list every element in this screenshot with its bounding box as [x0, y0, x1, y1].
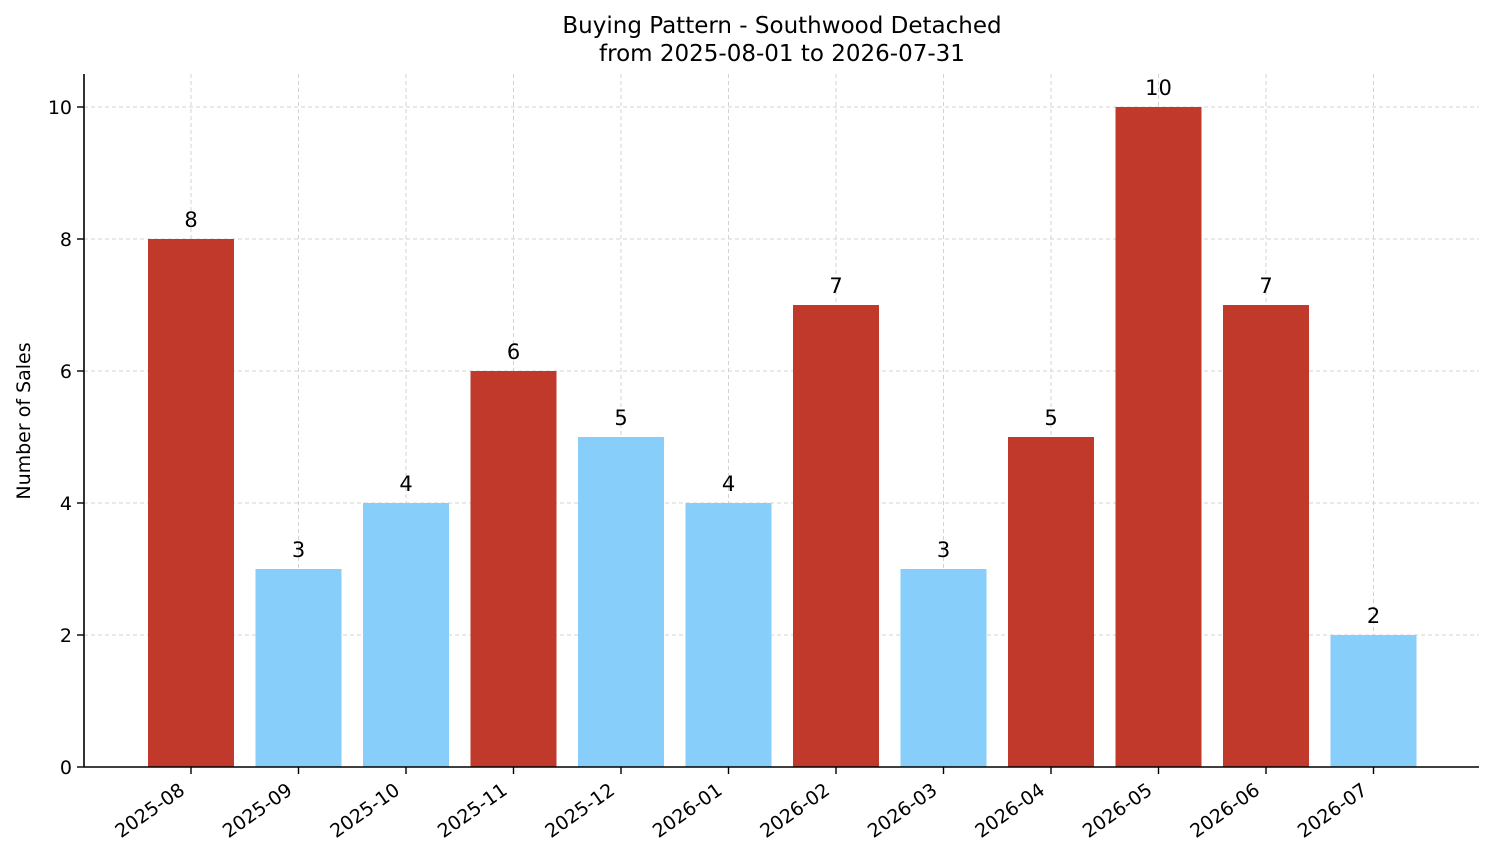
- y-tick-label: 6: [60, 361, 72, 383]
- bar-value-label: 7: [829, 274, 842, 298]
- y-tick-label: 8: [60, 229, 72, 251]
- bar-value-label: 7: [1259, 274, 1272, 298]
- bars-group: [148, 107, 1417, 767]
- bar-2026-01: [685, 503, 772, 767]
- axes-group: [83, 74, 1479, 768]
- y-tick-label: 4: [60, 493, 72, 515]
- x-tick-label: 2026-07: [1294, 779, 1372, 843]
- x-ticks-group: 2025-08 2025-09 2025-10 2025-11 2025-12 2026-…: [111, 767, 1375, 843]
- bar-2025-11: [470, 371, 557, 767]
- bar-2025-10: [363, 503, 449, 767]
- data-labels-group: 8 3 4 6 5 4 7 3 5 10 7 2: [184, 76, 1380, 628]
- bar-value-label: 3: [292, 538, 305, 562]
- chart-subtitle: from 2025-08-01 to 2026-07-31: [599, 41, 965, 67]
- x-tick-label: 2026-05: [1079, 779, 1157, 843]
- bar-value-label: 4: [722, 472, 735, 496]
- y-ticks-group: 0 2 4 6 8 10: [48, 97, 84, 779]
- x-tick-label: 2026-03: [864, 779, 942, 843]
- bar-value-label: 4: [399, 472, 412, 496]
- bar-2026-02: [793, 305, 879, 767]
- y-axis-label: Number of Sales: [13, 342, 35, 499]
- x-tick-label: 2025-08: [111, 779, 189, 843]
- bar-2026-04: [1008, 437, 1094, 767]
- x-tick-label: 2026-01: [649, 779, 727, 843]
- bar-value-label: 5: [614, 406, 627, 430]
- bar-2025-12: [578, 437, 664, 767]
- bar-value-label: 10: [1145, 76, 1172, 100]
- bar-value-label: 5: [1044, 406, 1057, 430]
- bar-2025-08: [148, 239, 234, 767]
- x-tick-label: 2026-06: [1186, 779, 1264, 843]
- x-tick-label: 2026-04: [971, 779, 1049, 843]
- x-tick-label: 2025-11: [434, 779, 512, 843]
- y-tick-label: 2: [60, 625, 72, 647]
- bar-2026-03: [900, 569, 987, 767]
- bar-2026-06: [1223, 305, 1309, 767]
- x-tick-label: 2025-12: [541, 779, 619, 843]
- bar-2026-05: [1115, 107, 1202, 767]
- chart-title: Buying Pattern - Southwood Detached: [562, 13, 1001, 39]
- bar-2025-09: [255, 569, 342, 767]
- bar-value-label: 6: [507, 340, 520, 364]
- x-tick-label: 2026-02: [756, 779, 834, 843]
- y-tick-label: 10: [48, 97, 72, 119]
- bar-value-label: 3: [937, 538, 950, 562]
- y-tick-label: 0: [60, 757, 72, 779]
- bar-value-label: 8: [184, 208, 197, 232]
- x-tick-label: 2025-09: [219, 779, 297, 843]
- bar-value-label: 2: [1367, 604, 1380, 628]
- bar-2026-07: [1330, 635, 1417, 767]
- x-tick-label: 2025-10: [326, 779, 404, 843]
